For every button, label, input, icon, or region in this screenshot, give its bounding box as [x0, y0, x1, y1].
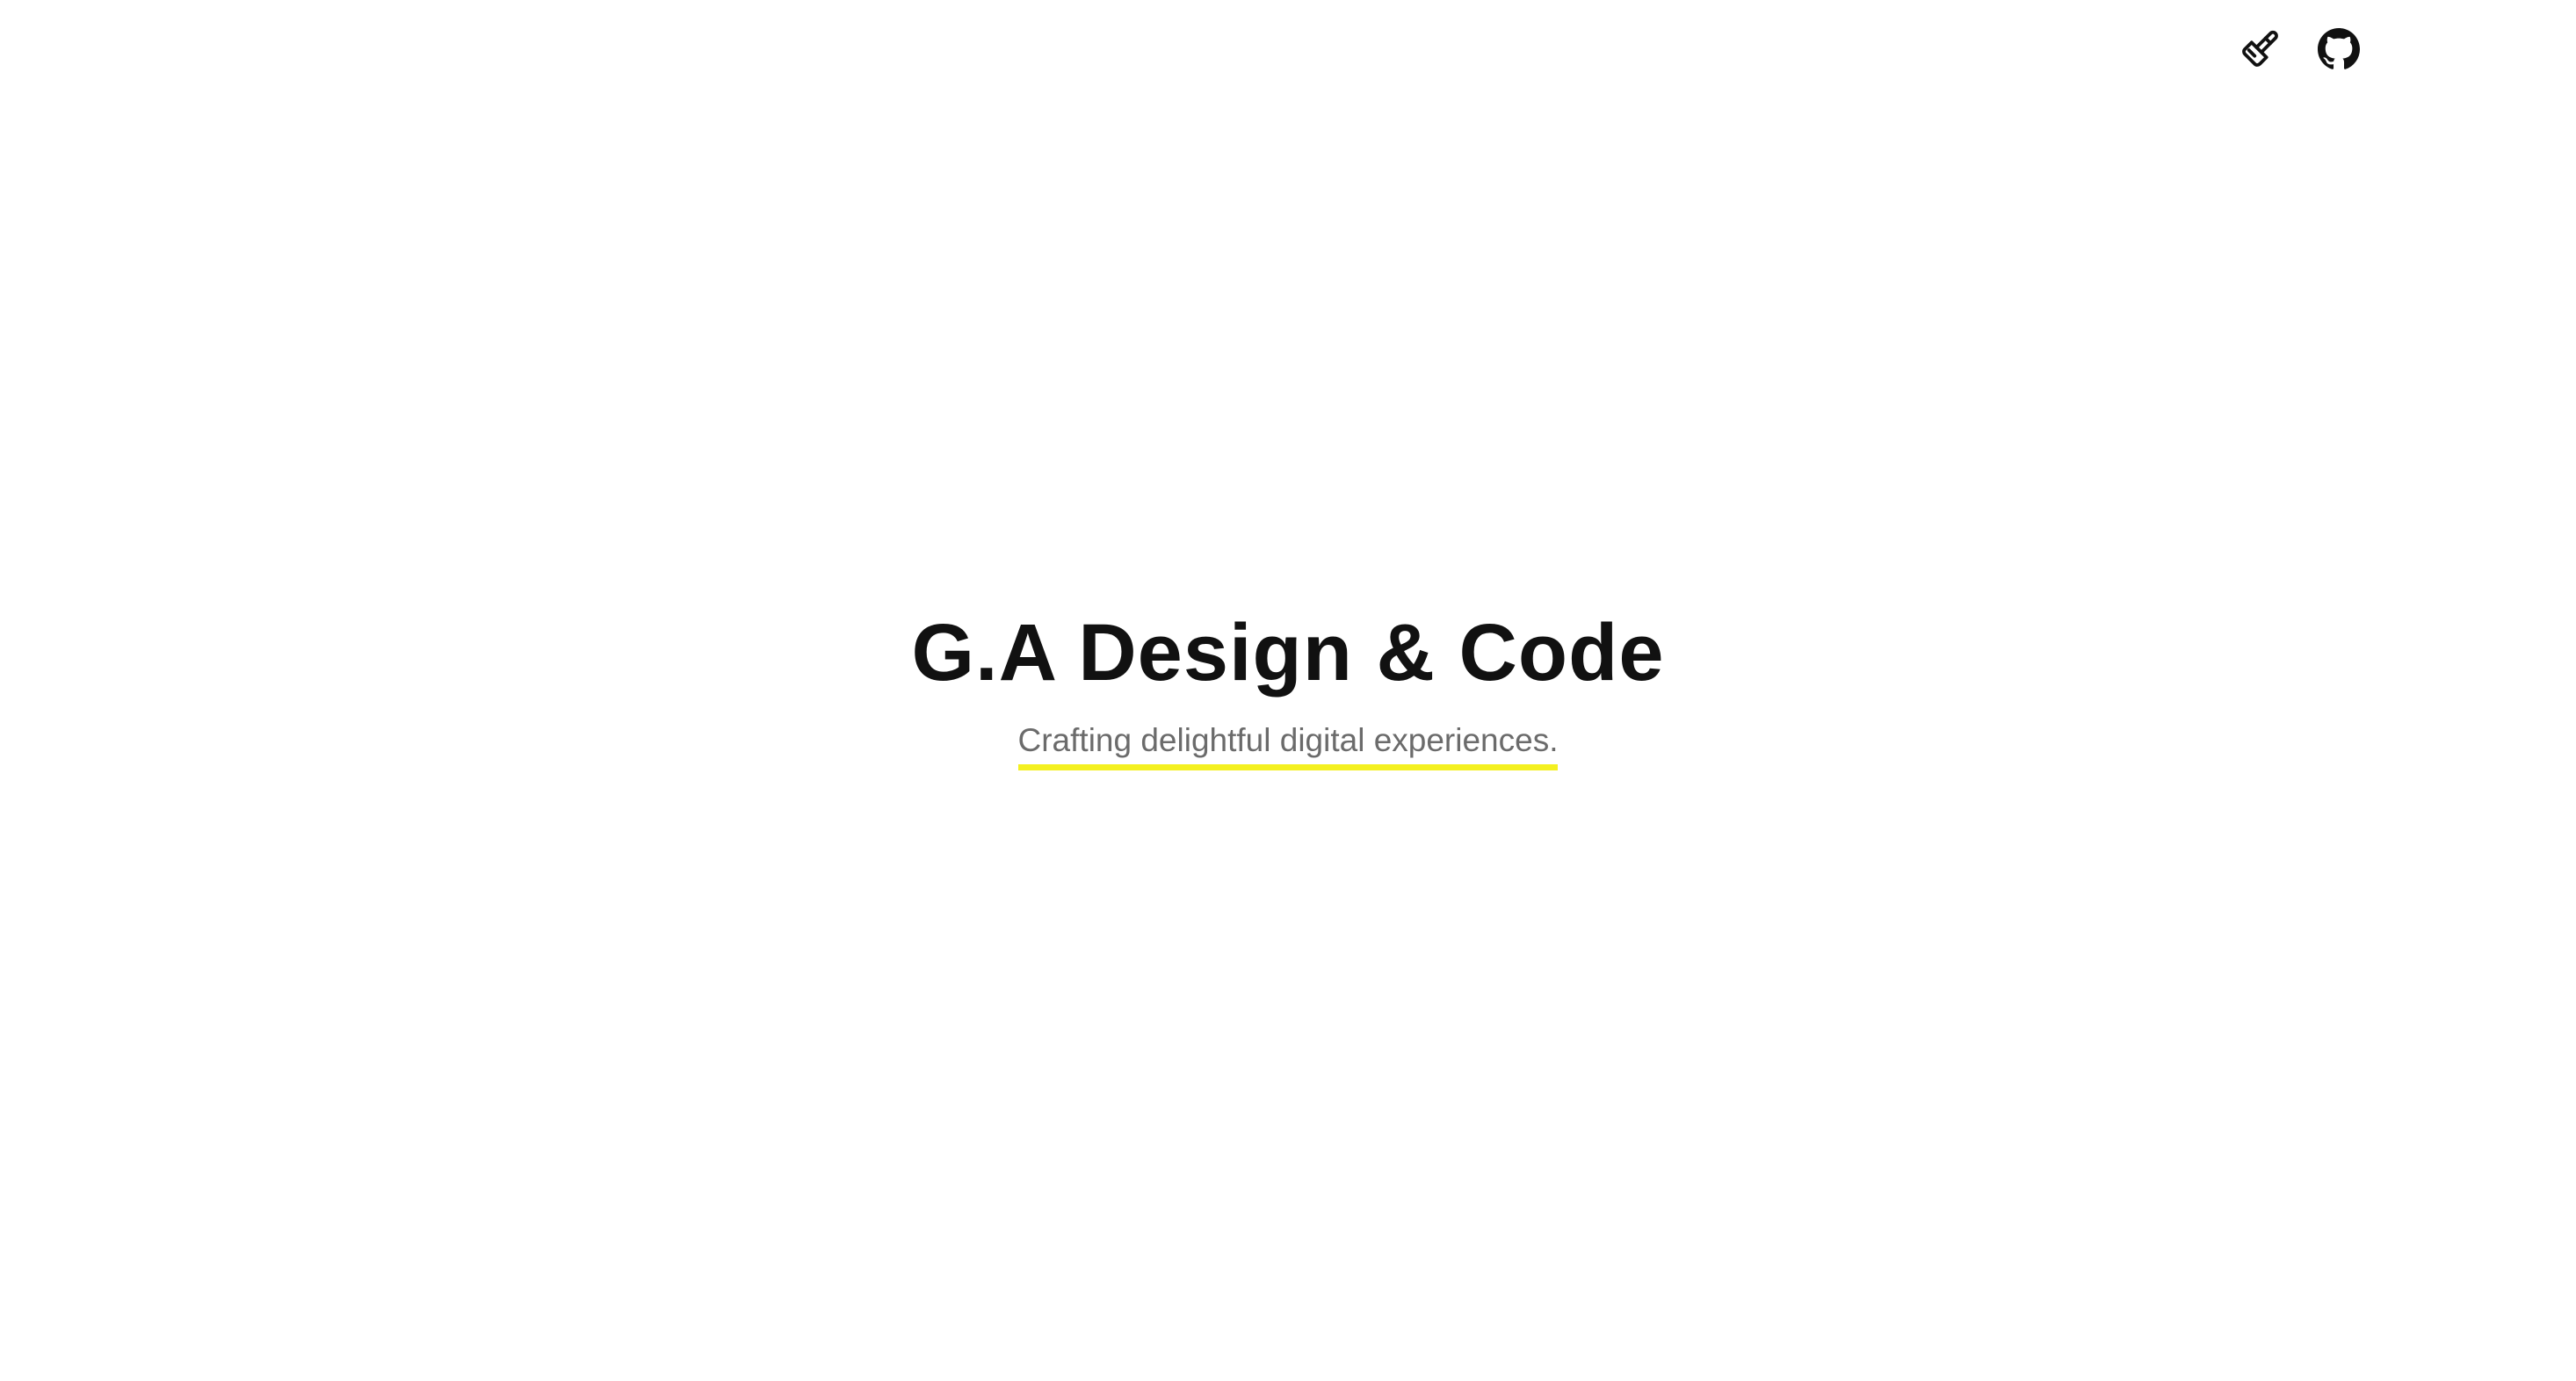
hero-tagline-wrapper: Crafting delightful digital experiences.	[0, 720, 2576, 770]
top-nav	[2239, 28, 2360, 70]
github-icon[interactable]	[2318, 28, 2360, 70]
hero-section: G.A Design & Code Crafting delightful di…	[0, 604, 2576, 770]
paintbrush-icon[interactable]	[2239, 28, 2281, 70]
hero-tagline: Crafting delightful digital experiences.	[1017, 720, 1559, 770]
hero-title: G.A Design & Code	[911, 608, 1665, 698]
